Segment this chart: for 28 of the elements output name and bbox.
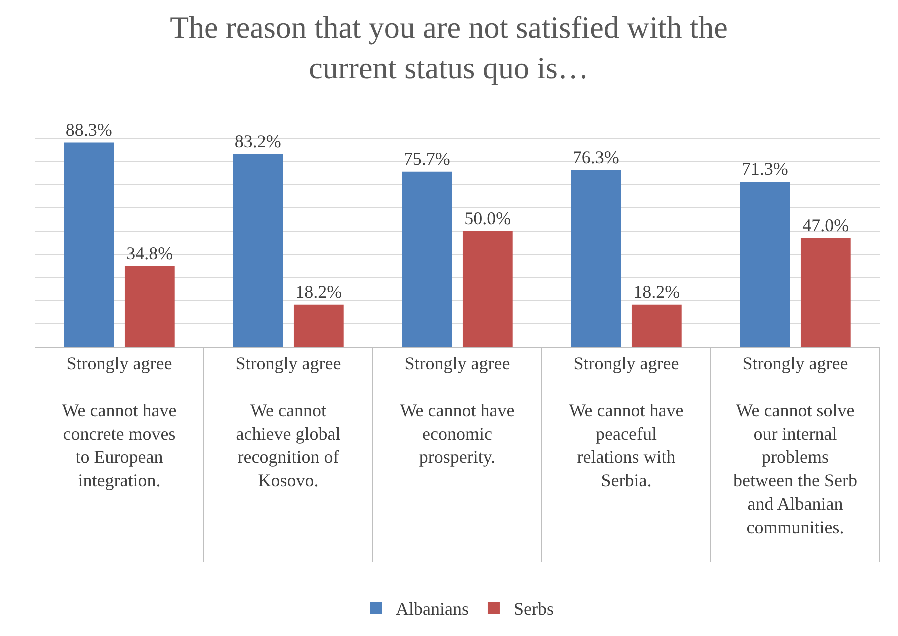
- legend-label: Serbs: [514, 599, 554, 620]
- data-label: 75.7%: [404, 148, 450, 169]
- bar: [294, 304, 344, 347]
- bar: [462, 231, 513, 347]
- category-label: Strongly agree We cannot achieve global recognition of Kosovo.: [236, 354, 342, 491]
- data-label: 50.0%: [464, 208, 512, 228]
- data-label: 18.2%: [296, 282, 342, 302]
- data-label: 88.3%: [66, 120, 112, 140]
- bar: [740, 182, 790, 347]
- bar: [64, 142, 114, 347]
- data-label: 76.3%: [572, 148, 620, 168]
- category-label: Strongly agree We cannot solve our internal problems between the Serb and Albanian communities.: [734, 354, 858, 538]
- bar: [571, 170, 622, 347]
- bar: [124, 266, 175, 347]
- bar: [632, 304, 682, 347]
- data-label: 83.2%: [234, 132, 282, 152]
- bar: [402, 172, 452, 347]
- data-label: 18.2%: [634, 282, 680, 302]
- category-label: Strongly agree We cannot have peaceful relations with Serbia.: [569, 354, 684, 491]
- bar: [800, 238, 851, 347]
- legend-label: Albanians: [396, 599, 469, 620]
- category-label: Strongly agree We cannot have concrete moves to European integration.: [62, 354, 177, 491]
- data-label: 47.0%: [802, 215, 850, 236]
- bar: [233, 154, 284, 347]
- category-label: Strongly agree We cannot have economic prosperity.: [400, 354, 515, 468]
- data-label: 71.3%: [742, 159, 788, 180]
- chart-title: The reason that you are not satisfied with the current status quo is…: [170, 10, 728, 86]
- data-label: 34.8%: [126, 244, 174, 264]
